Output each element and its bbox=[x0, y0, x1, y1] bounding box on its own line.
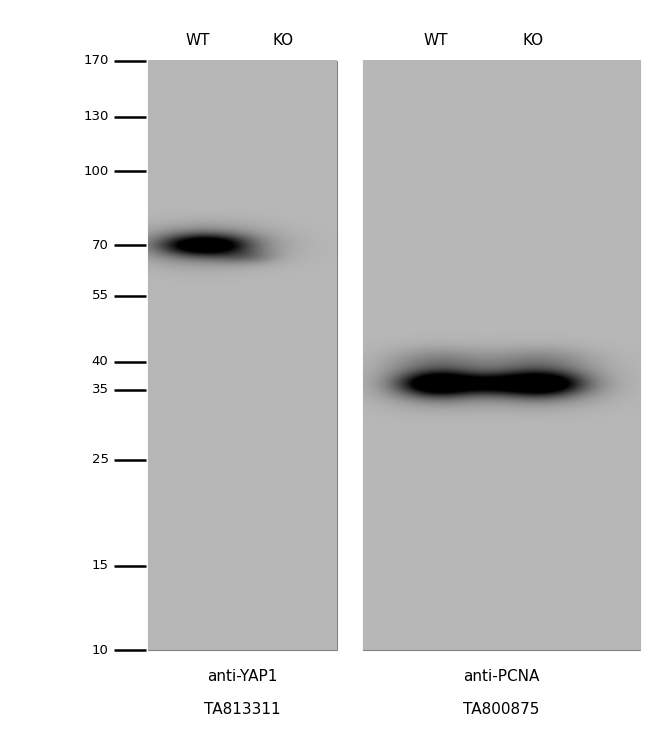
Text: WT: WT bbox=[186, 33, 211, 48]
Text: KO: KO bbox=[523, 33, 543, 48]
Text: anti-PCNA: anti-PCNA bbox=[463, 669, 540, 684]
Text: 100: 100 bbox=[83, 165, 109, 178]
Text: 25: 25 bbox=[92, 453, 109, 466]
Bar bbox=[363, 61, 640, 650]
Text: 170: 170 bbox=[83, 54, 109, 68]
Text: 130: 130 bbox=[83, 110, 109, 123]
Text: TA800875: TA800875 bbox=[463, 702, 540, 717]
Text: WT: WT bbox=[423, 33, 448, 48]
Text: 55: 55 bbox=[92, 289, 109, 302]
Text: 10: 10 bbox=[92, 643, 109, 657]
Text: 35: 35 bbox=[92, 383, 109, 396]
Text: TA813311: TA813311 bbox=[204, 702, 281, 717]
Text: anti-YAP1: anti-YAP1 bbox=[207, 669, 278, 684]
Text: 40: 40 bbox=[92, 355, 109, 369]
Text: KO: KO bbox=[272, 33, 293, 48]
Bar bbox=[148, 61, 337, 650]
Text: 15: 15 bbox=[92, 559, 109, 572]
Text: 70: 70 bbox=[92, 239, 109, 252]
